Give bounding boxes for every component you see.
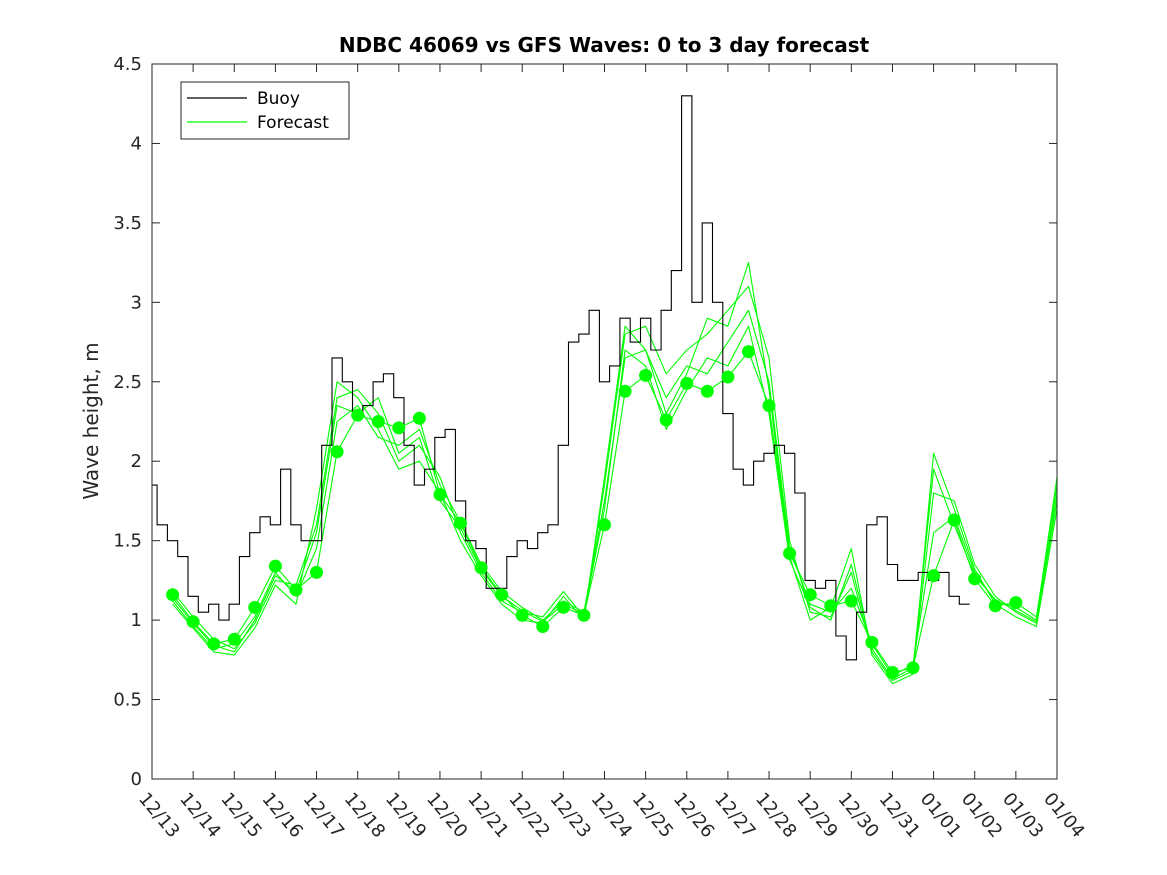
forecast-marker	[742, 345, 755, 359]
forecast-marker	[1009, 596, 1023, 610]
forecast-marker	[947, 513, 961, 527]
forecast-marker	[392, 421, 406, 435]
forecast-marker	[371, 415, 385, 428]
forecast-marker	[906, 661, 920, 675]
forecast-marker	[700, 384, 714, 398]
forecast-marker	[968, 572, 982, 586]
y-tick-label: 4	[131, 133, 142, 154]
forecast-marker	[639, 368, 653, 382]
y-tick-label: 0	[131, 769, 142, 790]
legend-forecast-label: Forecast	[257, 113, 329, 133]
y-tick-label: 1	[131, 610, 142, 631]
forecast-marker	[310, 565, 323, 579]
forecast-line	[172, 262, 1058, 685]
forecast-marker	[166, 588, 180, 602]
y-tick-label: 4.5	[113, 54, 142, 75]
forecast-marker	[556, 600, 570, 614]
forecast-marker	[433, 488, 447, 502]
forecast-marker	[803, 588, 817, 602]
forecast-marker	[762, 399, 776, 413]
forecast-marker	[886, 666, 899, 679]
y-tick-label: 3	[131, 292, 142, 313]
forecast-marker	[865, 635, 879, 649]
legend-buoy-label: Buoy	[257, 89, 300, 109]
forecast-marker	[659, 413, 673, 427]
forecast-marker	[844, 594, 858, 608]
y-tick-label: 1.5	[113, 531, 142, 552]
forecast-marker	[577, 608, 591, 622]
legend: Buoy Forecast	[180, 81, 350, 140]
forecast-marker	[248, 600, 262, 614]
forecast-marker	[351, 408, 365, 422]
forecast-marker	[824, 599, 838, 613]
forecast-marker	[289, 583, 303, 597]
forecast-marker	[207, 637, 221, 651]
forecast-marker	[227, 632, 241, 646]
forecast-marker	[680, 376, 694, 390]
forecast-marker	[268, 559, 282, 573]
y-tick-label: 2.5	[113, 372, 142, 393]
forecast-marker	[988, 599, 1002, 613]
forecast-marker	[721, 370, 735, 384]
forecast-marker	[927, 569, 941, 583]
forecast-marker	[186, 615, 200, 629]
y-axis-label: Wave height, m	[79, 342, 103, 499]
y-tick-label: 3.5	[113, 213, 142, 234]
legend-box	[180, 81, 350, 140]
forecast-marker	[495, 588, 509, 602]
buoy-line	[152, 95, 970, 661]
forecast-marker	[454, 516, 467, 530]
forecast-marker	[515, 608, 529, 622]
y-axis: 0 0.5 1 1.5 2 2.5 3 3.5 4 4.5	[113, 54, 1057, 790]
forecast-marker	[330, 445, 344, 459]
forecast-marker	[412, 411, 426, 425]
forecast-marker	[783, 546, 797, 560]
y-tick-label: 0.5	[113, 690, 142, 711]
forecast-marker	[536, 620, 550, 633]
y-tick-label: 2	[131, 451, 142, 472]
plot-area	[152, 64, 1057, 779]
series-layer	[152, 95, 1058, 685]
forecast-marker	[474, 561, 488, 575]
forecast-marker	[598, 518, 611, 532]
chart-title: NDBC 46069 vs GFS Waves: 0 to 3 day fore…	[339, 33, 870, 57]
forecast-marker	[618, 384, 632, 398]
